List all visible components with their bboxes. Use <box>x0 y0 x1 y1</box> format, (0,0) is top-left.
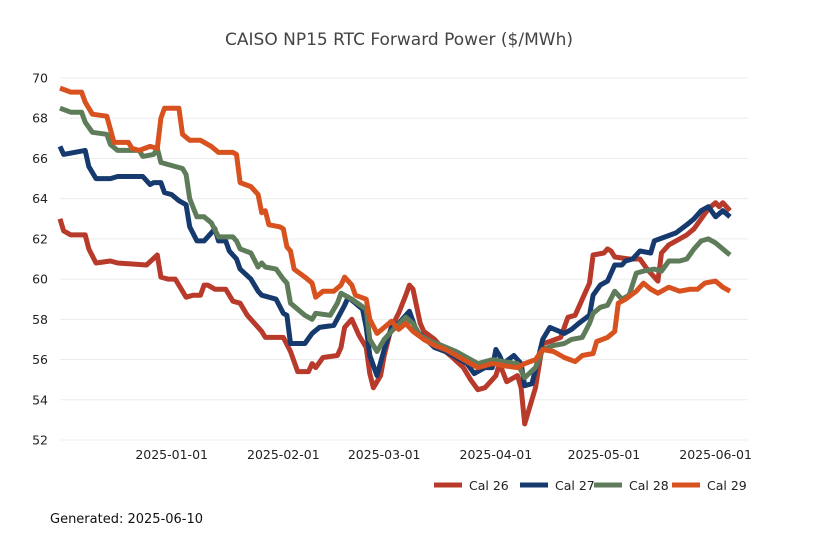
legend-label: Cal 27 <box>555 478 595 493</box>
y-tick-label: 54 <box>32 392 48 407</box>
series-line-cal-28 <box>59 105 732 381</box>
legend-label: Cal 28 <box>629 478 669 493</box>
x-tick-label: 2025-05-01 <box>568 447 641 462</box>
x-axis: 2025-01-01 2025-02-01 2025-03-01 2025-04-01… <box>135 447 752 462</box>
y-tick-label: 62 <box>32 231 48 246</box>
grid <box>60 77 748 441</box>
y-tick-label: 52 <box>32 433 48 448</box>
y-tick-label: 66 <box>32 151 48 166</box>
x-tick-label: 2025-03-01 <box>348 447 421 462</box>
x-tick-label: 2025-06-01 <box>679 447 752 462</box>
y-axis: 52 54 56 58 60 62 64 66 68 70 <box>32 71 48 448</box>
y-tick-label: 68 <box>32 111 48 126</box>
x-tick-label: 2025-01-01 <box>135 447 208 462</box>
chart-title: CAISO NP15 RTC Forward Power ($/MWh) <box>225 30 573 50</box>
series-line-cal-29 <box>59 85 732 371</box>
x-tick-label: 2025-04-01 <box>460 447 533 462</box>
series-line-cal-26 <box>57 200 732 427</box>
y-tick-label: 70 <box>32 71 48 86</box>
y-tick-label: 56 <box>32 352 48 367</box>
x-tick-label: 2025-02-01 <box>247 447 320 462</box>
y-tick-label: 64 <box>32 191 48 206</box>
legend-label: Cal 26 <box>469 478 509 493</box>
y-tick-label: 60 <box>32 272 48 287</box>
legend: Cal 26 Cal 27 Cal 28 Cal 29 <box>434 478 747 493</box>
series-lines <box>57 85 732 427</box>
y-tick-label: 58 <box>32 312 48 327</box>
legend-label: Cal 29 <box>707 478 747 493</box>
generated-timestamp: Generated: 2025-06-10 <box>50 512 204 527</box>
series-line-cal-27 <box>57 145 732 389</box>
